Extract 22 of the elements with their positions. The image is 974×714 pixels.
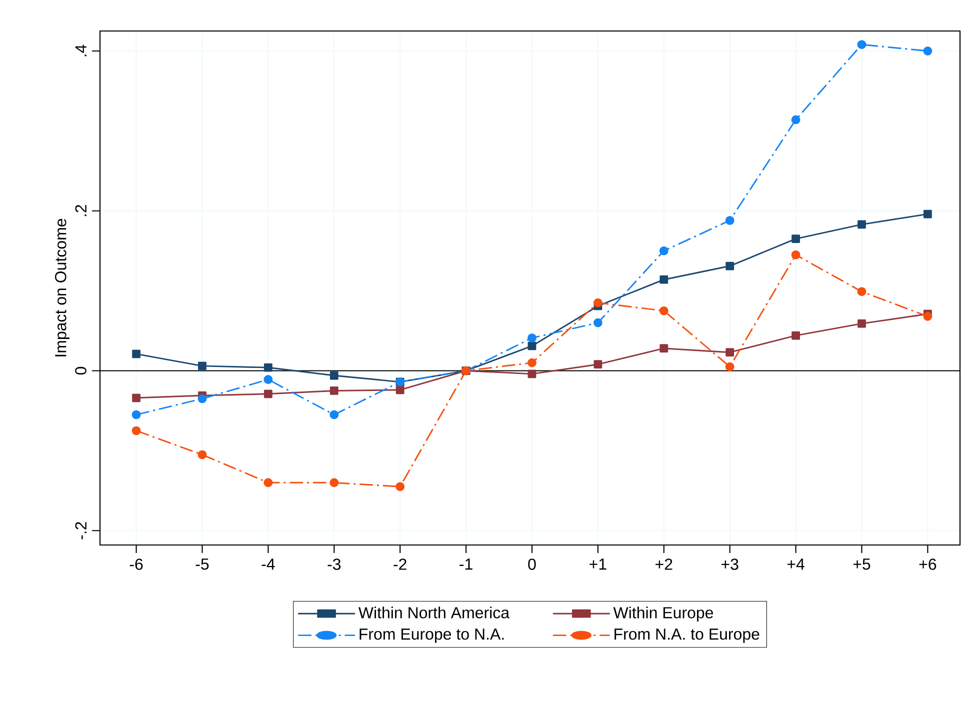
x-tick-label: -6 <box>130 558 143 570</box>
x-tick-label: -3 <box>328 558 341 570</box>
y-tick-label: .2 <box>75 204 86 216</box>
x-tick-label: +2 <box>656 558 672 570</box>
x-tick-label: -4 <box>262 558 275 570</box>
y-tick-label: -.2 <box>75 522 86 540</box>
y-tick-label: 0 <box>75 366 86 375</box>
y-axis-title: Impact on Outcome <box>54 218 70 356</box>
x-tick-label: +6 <box>919 558 936 570</box>
y-tick-label: .4 <box>75 44 86 56</box>
legend-label: Within Europe <box>613 606 713 622</box>
x-tick-label: +4 <box>787 558 804 570</box>
legend-label: Within North America <box>358 606 510 618</box>
x-tick-label: -5 <box>196 558 209 570</box>
x-tick-label: +3 <box>721 558 738 570</box>
x-tick-label: -2 <box>394 558 406 570</box>
legend-label: From N.A. to Europe <box>614 628 760 643</box>
x-tick-label: -1 <box>460 558 472 570</box>
x-tick-label: 0 <box>528 558 536 570</box>
x-tick-label: +5 <box>853 558 870 570</box>
legend-label: From Europe to N.A. <box>360 628 504 643</box>
x-tick-label: +1 <box>590 558 606 570</box>
